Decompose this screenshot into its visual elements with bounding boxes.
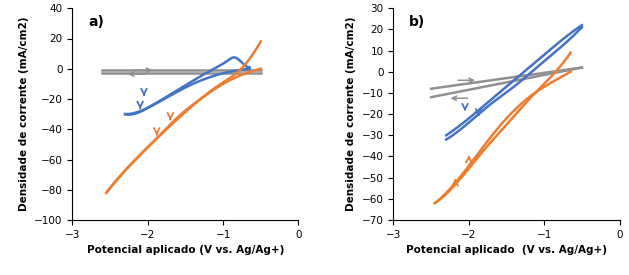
Y-axis label: Densidade de corrente (mA/cm2): Densidade de corrente (mA/cm2) (19, 17, 29, 211)
Text: a): a) (88, 15, 104, 29)
X-axis label: Potencial aplicado (V vs. Ag/Ag+): Potencial aplicado (V vs. Ag/Ag+) (87, 245, 284, 255)
X-axis label: Potencial aplicado  (V vs. Ag/Ag+): Potencial aplicado (V vs. Ag/Ag+) (406, 245, 607, 255)
Y-axis label: Densidade de corrente (mA/cm2): Densidade de corrente (mA/cm2) (347, 17, 356, 211)
Text: b): b) (409, 15, 425, 29)
